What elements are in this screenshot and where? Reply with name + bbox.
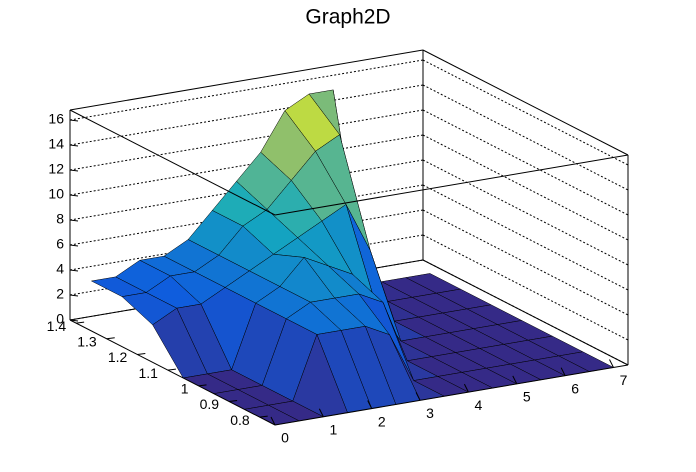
y-tick-label: 1 bbox=[181, 381, 189, 397]
x-tick-label: 5 bbox=[523, 389, 531, 405]
box-edge bbox=[274, 154, 629, 216]
grid-line bbox=[422, 159, 629, 266]
grid-line bbox=[422, 109, 629, 216]
x-tick-label: 7 bbox=[620, 372, 628, 388]
x-tick bbox=[463, 383, 469, 393]
x-tick bbox=[560, 367, 566, 376]
grid-line bbox=[422, 134, 629, 241]
z-tick-label: 16 bbox=[48, 111, 64, 127]
y-tick bbox=[259, 415, 268, 418]
y-tick bbox=[229, 399, 238, 402]
box-edge bbox=[69, 49, 424, 111]
x-tick bbox=[367, 400, 373, 409]
y-tick-label: 0.9 bbox=[200, 396, 220, 412]
x-tick bbox=[415, 392, 421, 401]
z-tick bbox=[69, 269, 79, 272]
y-tick bbox=[137, 352, 146, 355]
chart-title: Graph2D bbox=[305, 6, 390, 29]
box-edge bbox=[69, 109, 276, 216]
y-tick-label: 1.3 bbox=[77, 334, 97, 350]
y-tick-label: 0.8 bbox=[230, 412, 250, 428]
grid-line bbox=[422, 59, 629, 166]
box-edge bbox=[422, 49, 629, 156]
x-tick-label: 3 bbox=[426, 405, 434, 421]
y-tick bbox=[76, 321, 85, 324]
z-tick bbox=[69, 194, 79, 197]
x-tick-label: 1 bbox=[329, 421, 337, 437]
y-tick-label: 1.4 bbox=[47, 318, 67, 334]
z-tick-label: 14 bbox=[48, 136, 64, 152]
y-tick bbox=[106, 337, 115, 340]
z-tick bbox=[69, 169, 79, 172]
z-tick bbox=[69, 244, 79, 247]
z-tick bbox=[69, 319, 79, 322]
z-tick bbox=[69, 119, 79, 122]
x-tick bbox=[512, 375, 518, 385]
grid-line bbox=[69, 59, 424, 121]
z-tick bbox=[69, 219, 79, 222]
x-tick bbox=[318, 408, 324, 418]
x-tick-label: 2 bbox=[378, 413, 386, 429]
x-tick bbox=[609, 359, 614, 368]
y-axis bbox=[69, 319, 276, 426]
grid-line bbox=[422, 184, 629, 291]
y-tick bbox=[167, 368, 176, 371]
x-axis bbox=[274, 364, 629, 426]
z-tick-label: 4 bbox=[56, 261, 64, 277]
grid-line bbox=[422, 84, 629, 191]
z-tick-label: 0 bbox=[56, 311, 64, 327]
y-tick-label: 1.1 bbox=[138, 365, 158, 381]
x-tick-label: 4 bbox=[475, 397, 483, 413]
grid-line bbox=[69, 109, 424, 171]
z-tick-label: 10 bbox=[48, 186, 64, 202]
z-tick-label: 8 bbox=[56, 211, 64, 227]
z-tick bbox=[69, 144, 79, 147]
box-edge bbox=[422, 259, 629, 366]
z-tick-label: 6 bbox=[56, 236, 64, 252]
x-tick-label: 0 bbox=[281, 430, 289, 446]
x-tick-label: 6 bbox=[571, 380, 579, 396]
z-tick-label: 2 bbox=[56, 286, 64, 302]
y-tick-label: 1.2 bbox=[108, 349, 128, 365]
grid-line bbox=[69, 84, 424, 146]
z-tick-label: 12 bbox=[48, 161, 64, 177]
y-tick bbox=[198, 384, 207, 387]
x-tick bbox=[270, 416, 276, 426]
z-tick bbox=[69, 294, 79, 297]
